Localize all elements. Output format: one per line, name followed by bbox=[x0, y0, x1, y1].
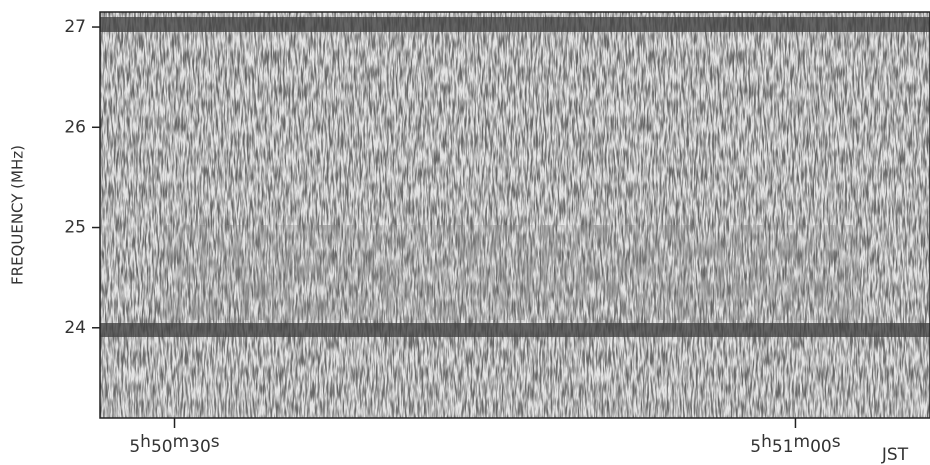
interference-band bbox=[100, 17, 930, 32]
spectrogram-image bbox=[100, 12, 930, 418]
x-axis-unit: JST bbox=[881, 445, 909, 465]
y-tick-label: 27 bbox=[64, 17, 86, 37]
x-tick-label: 5h50m30s bbox=[129, 432, 219, 457]
y-tick-label: 25 bbox=[64, 218, 86, 238]
interference-band bbox=[100, 323, 930, 337]
y-tick-label: 26 bbox=[64, 117, 86, 137]
y-tick-label: 24 bbox=[64, 318, 86, 338]
spectrogram-figure: FREQUENCY (MHz) JST 24 25 26 27 5h50m30s 5h51… bbox=[0, 0, 930, 465]
x-tick-label: 5h51m00s bbox=[750, 432, 840, 457]
burst-region bbox=[160, 225, 860, 320]
noise-streaks bbox=[100, 12, 930, 418]
y-axis-label: FREQUENCY (MHz) bbox=[9, 145, 27, 285]
